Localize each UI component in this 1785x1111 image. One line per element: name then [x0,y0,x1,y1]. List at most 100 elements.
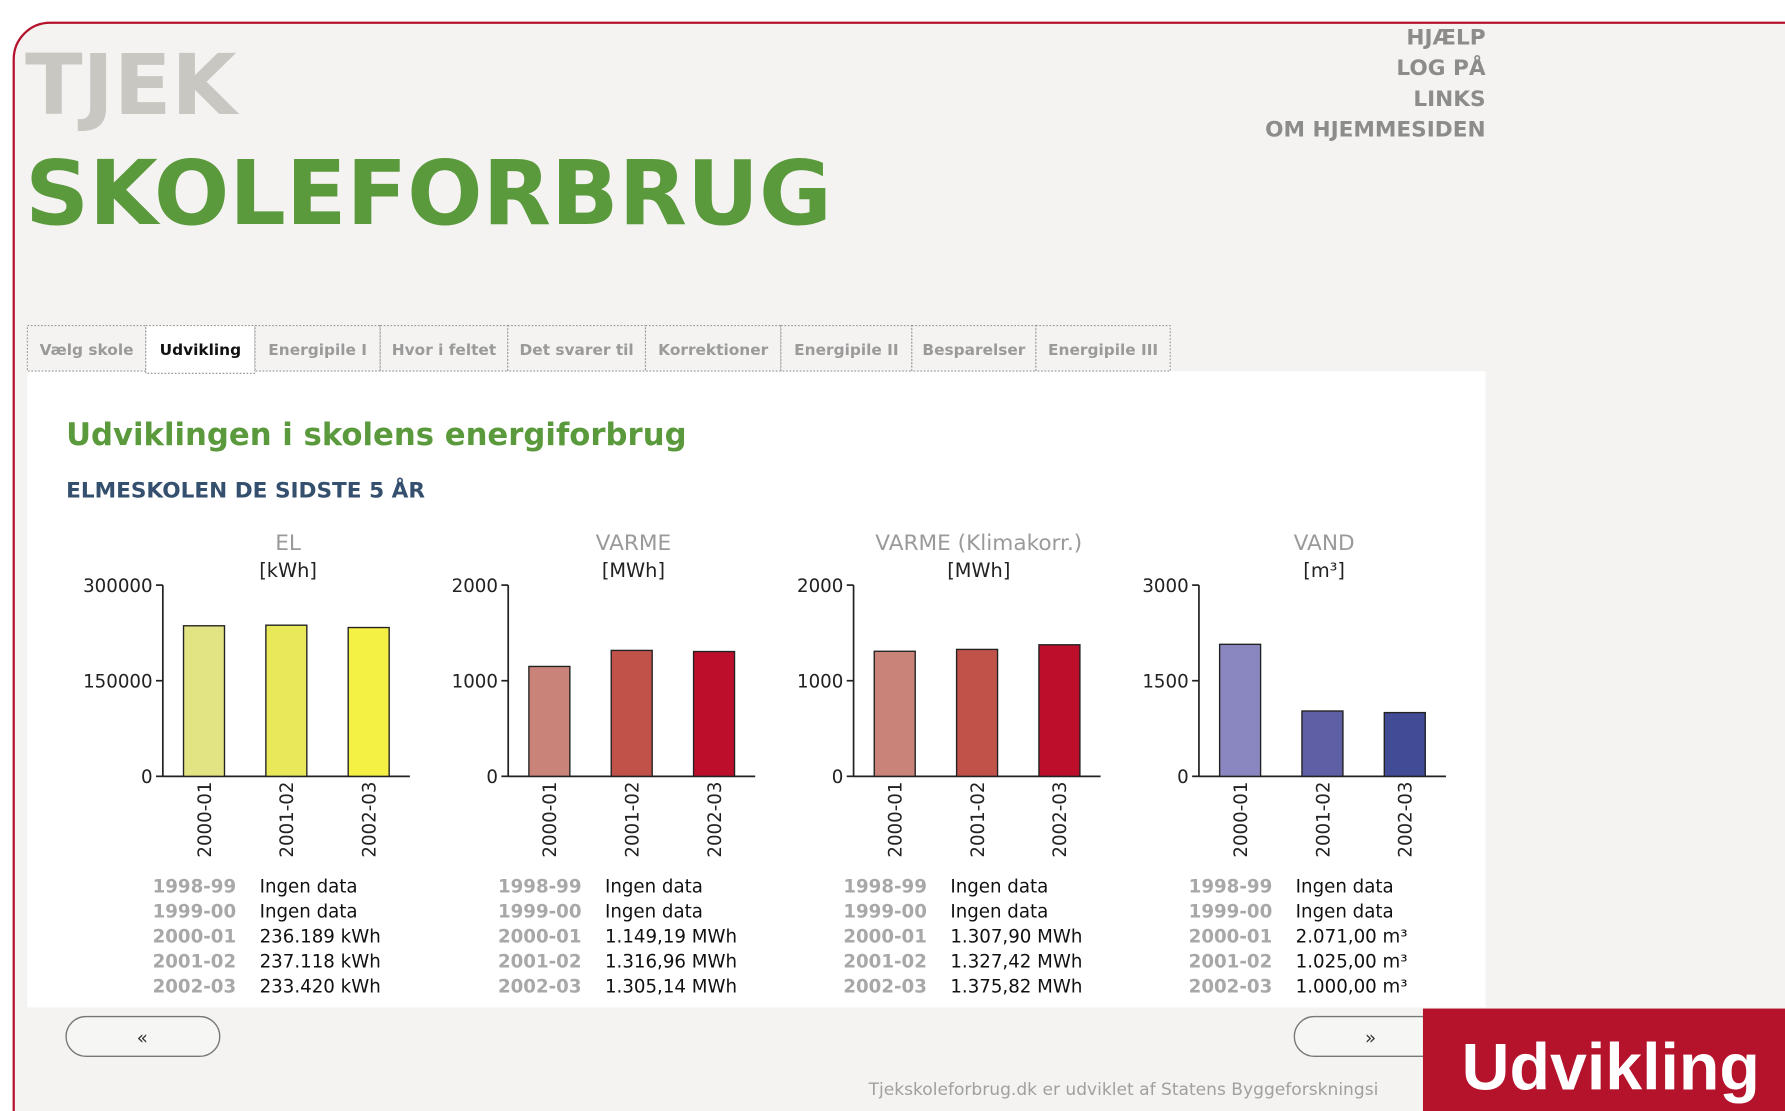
tab[interactable] [911,324,1037,372]
y-tick-label: 2000 [797,576,843,597]
table-year: 1999-00 [1189,901,1273,922]
table-year: 2001-02 [498,952,582,973]
table-year: 1998-99 [1189,876,1273,897]
table-value: Ingen data [260,876,358,897]
bar [528,665,571,778]
y-tick-label: 150000 [83,672,153,693]
table-value: Ingen data [950,876,1048,897]
heading: Udviklingen i skolens energiforbrug [66,417,686,453]
brand-main: SKOLEFORBRUG [25,142,832,245]
tab-label[interactable]: Energipile II [794,341,898,359]
table-year: 2000-01 [1189,927,1273,948]
table-year: 2002-03 [498,977,582,998]
footer: Tjekskoleforbrug.dk er udviklet af State… [868,1080,1379,1100]
table-value: 1.000,00 m³ [1296,977,1408,998]
brand-top: TJEK [25,36,239,134]
chart-title: EL [275,531,301,556]
tab[interactable] [379,324,509,372]
prev-button[interactable]: « [65,1015,221,1058]
bar [1218,643,1262,778]
bar [873,650,916,778]
table-value: 1.375,82 MWh [950,977,1082,998]
bar [182,625,226,778]
bar [347,626,390,778]
table-year: 2000-01 [498,927,582,948]
table-year: 1998-99 [843,876,927,897]
button-shape[interactable] [65,1015,221,1058]
x-tick-label: 2000-01 [195,782,216,858]
x-tick-label: 2001-02 [623,782,644,858]
x-tick-label: 2001-02 [277,782,298,858]
bar [1383,711,1426,778]
x-tick-label: 2001-02 [968,782,989,858]
table-year: 2002-03 [153,977,237,998]
table-value: Ingen data [260,901,358,922]
table-value: 2.071,00 m³ [1296,927,1408,948]
table-value: 1.316,96 MWh [605,952,737,973]
table-value: 233.420 kWh [260,977,381,998]
tab-label[interactable]: Besparelser [922,341,1025,359]
tab-label[interactable]: Energipile I [268,341,367,359]
table-value: 236.189 kWh [260,927,381,948]
x-tick-label: 2002-03 [360,782,381,858]
tab[interactable] [254,324,381,372]
y-tick-label: 1000 [797,672,843,693]
menu-link[interactable]: LOG PÅ [1396,55,1485,81]
table-year: 2002-03 [1189,977,1273,998]
table-year: 1999-00 [843,901,927,922]
x-tick-label: 2000-01 [886,782,907,858]
tab-label[interactable]: Energipile III [1048,341,1158,359]
bar [610,649,653,778]
tab-label[interactable]: Korrektioner [658,341,768,359]
tab-label[interactable]: Udvikling [160,341,241,359]
tab[interactable] [145,324,256,374]
bar [955,648,999,778]
table-year: 2000-01 [153,927,237,948]
x-tick-label: 2002-03 [1396,782,1417,858]
menu-link[interactable]: HJÆLP [1406,25,1485,50]
button-label[interactable]: « [137,1028,148,1049]
y-tick-label: 300000 [83,576,153,597]
table-year: 1998-99 [498,876,582,897]
tab[interactable] [507,324,647,372]
y-tick-label: 0 [1177,767,1189,788]
table-year: 1999-00 [153,901,237,922]
table-year: 2001-02 [843,952,927,973]
bar [1301,710,1344,778]
y-tick-label: 1500 [1142,672,1188,693]
x-tick-label: 2002-03 [1050,782,1071,858]
chart-unit: [m³] [1303,559,1345,582]
tab-label[interactable]: Hvor i feltet [392,341,496,359]
page-label: Udvikling [1462,1029,1760,1103]
table-value: Ingen data [605,876,703,897]
table-year: 1999-00 [498,901,582,922]
y-tick-label: 0 [486,767,498,788]
tab[interactable] [644,324,782,372]
y-tick-label: 0 [141,767,153,788]
chart-title: VAND [1294,531,1355,556]
table-year: 2001-02 [1189,952,1273,973]
table-value: 237.118 kWh [260,952,381,973]
x-tick-label: 2002-03 [705,782,726,858]
y-tick-label: 1000 [452,672,498,693]
table-year: 2001-02 [153,952,237,973]
bar [692,650,736,778]
subheading: ELMESKOLEN DE SIDSTE 5 ÅR [66,477,425,503]
tab[interactable] [26,324,147,372]
x-tick-label: 2000-01 [1231,782,1252,858]
tab-label[interactable]: Vælg skole [40,341,134,359]
x-tick-label: 2001-02 [1313,782,1334,858]
menu-link[interactable]: OM HJEMMESIDEN [1265,118,1485,143]
tab[interactable] [1035,324,1171,372]
tab-label[interactable]: Det svarer til [520,341,634,359]
chart-unit: [MWh] [602,559,665,582]
next-button[interactable]: » [1293,1015,1449,1058]
table-value: 1.307,90 MWh [950,927,1082,948]
table-value: 1.305,14 MWh [605,977,737,998]
menu-link[interactable]: LINKS [1413,87,1485,112]
button-label[interactable]: » [1365,1028,1376,1049]
table-value: Ingen data [1296,876,1394,897]
table-value: Ingen data [950,901,1048,922]
